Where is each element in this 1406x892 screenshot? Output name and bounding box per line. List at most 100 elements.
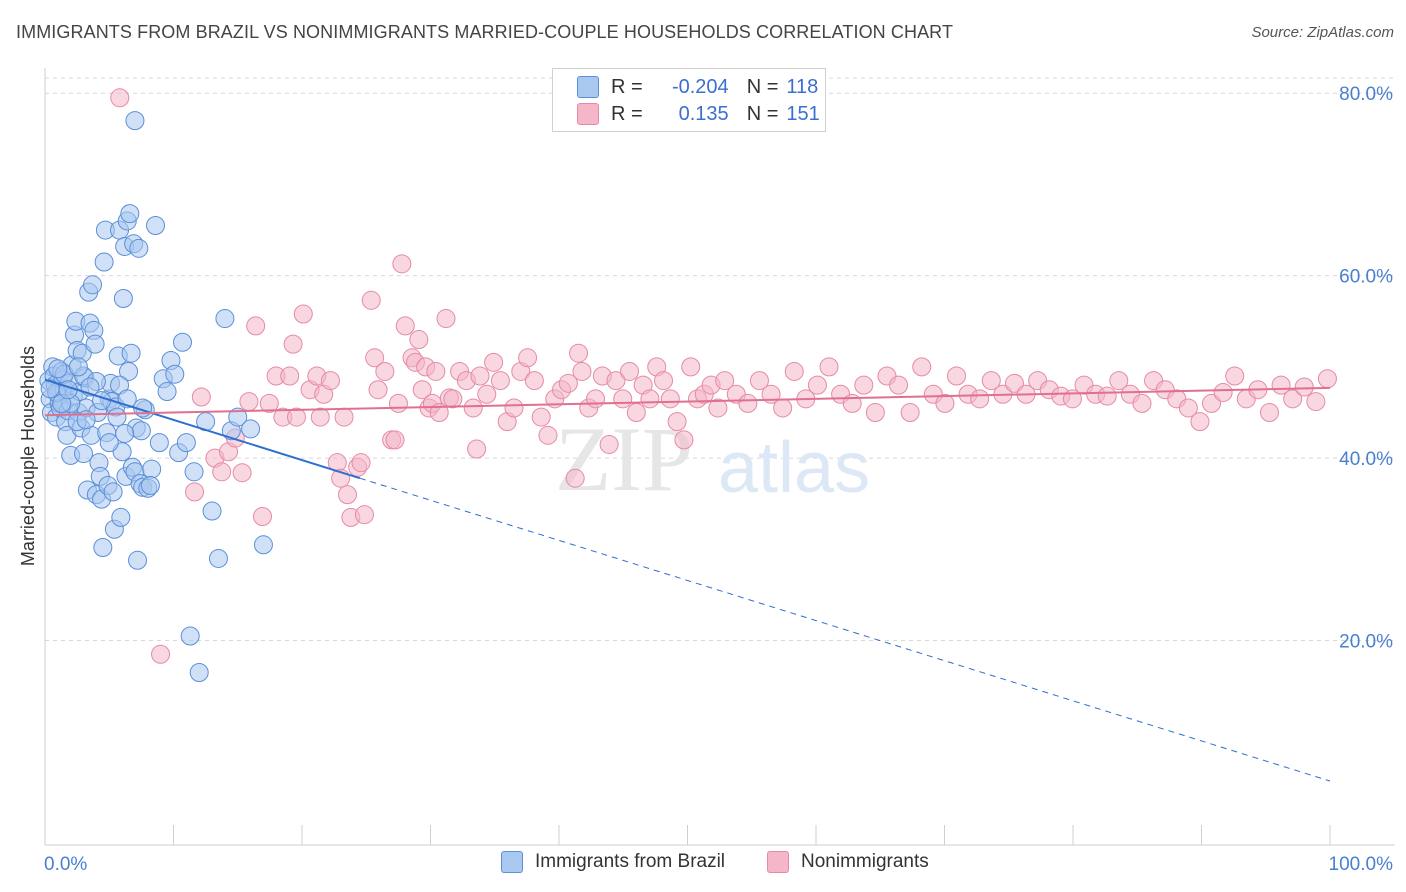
point-immigrants-from-brazil xyxy=(83,275,103,295)
point-nonimmigrants xyxy=(232,463,252,483)
point-nonimmigrants xyxy=(337,485,357,505)
point-nonimmigrants xyxy=(620,361,640,381)
point-nonimmigrants xyxy=(470,366,490,386)
legend-swatch-blue xyxy=(577,76,599,98)
point-nonimmigrants xyxy=(538,425,558,445)
point-immigrants-from-brazil xyxy=(111,507,131,527)
point-nonimmigrants xyxy=(388,393,408,413)
point-nonimmigrants xyxy=(320,371,340,391)
point-nonimmigrants xyxy=(351,453,371,473)
point-nonimmigrants xyxy=(1202,393,1222,413)
y-tick-label: 80.0% xyxy=(1339,84,1393,105)
point-nonimmigrants xyxy=(1294,377,1314,397)
legend-n-value-nonimmigrants: 151 xyxy=(786,102,820,125)
trend-line-nonimmigrants xyxy=(44,386,1331,417)
point-nonimmigrants xyxy=(681,357,701,377)
x-tick-label: 0.0% xyxy=(44,854,87,875)
point-nonimmigrants xyxy=(1213,382,1233,402)
point-nonimmigrants xyxy=(1283,389,1303,409)
legend-item-brazil[interactable]: Immigrants from Brazil xyxy=(501,851,725,873)
point-nonimmigrants xyxy=(865,403,885,423)
point-nonimmigrants xyxy=(110,88,130,108)
point-nonimmigrants xyxy=(1306,392,1326,412)
watermark-atlas: atlas xyxy=(718,428,870,508)
point-nonimmigrants xyxy=(912,357,932,377)
point-nonimmigrants xyxy=(409,330,429,350)
point-nonimmigrants xyxy=(375,361,395,381)
point-nonimmigrants xyxy=(436,309,456,329)
point-immigrants-from-brazil xyxy=(119,361,139,381)
point-immigrants-from-brazil xyxy=(120,204,140,224)
axes xyxy=(44,68,1395,846)
legend-n-value-brazil: 118 xyxy=(786,75,819,98)
point-nonimmigrants xyxy=(660,389,680,409)
point-nonimmigrants xyxy=(280,366,300,386)
point-nonimmigrants xyxy=(151,644,171,664)
y-tick-label: 40.0% xyxy=(1339,449,1393,470)
correlation-legend: R = -0.204 N = 118 R = 0.135 N = 151 xyxy=(552,68,826,132)
point-nonimmigrants xyxy=(970,389,990,409)
point-immigrants-from-brazil xyxy=(228,407,248,427)
point-nonimmigrants xyxy=(368,380,388,400)
point-nonimmigrants xyxy=(259,393,279,413)
point-nonimmigrants xyxy=(819,357,839,377)
chart-title: IMMIGRANTS FROM BRAZIL VS NONIMMIGRANTS … xyxy=(16,22,954,42)
point-nonimmigrants xyxy=(807,375,827,395)
point-nonimmigrants xyxy=(531,407,551,427)
point-immigrants-from-brazil xyxy=(128,550,148,570)
y-tick-label: 60.0% xyxy=(1339,267,1393,288)
point-nonimmigrants xyxy=(947,366,967,386)
trend-lines xyxy=(44,378,1331,782)
point-nonimmigrants xyxy=(354,505,374,525)
point-immigrants-from-brazil xyxy=(121,343,141,363)
point-nonimmigrants xyxy=(773,398,793,418)
point-nonimmigrants xyxy=(490,371,510,391)
legend-r-value-brazil: -0.204 xyxy=(671,75,729,98)
point-immigrants-from-brazil xyxy=(94,252,114,272)
point-nonimmigrants xyxy=(1178,398,1198,418)
source-label: Source: ZipAtlas.com xyxy=(1251,24,1394,41)
trend-line-brazil-extrapolated xyxy=(359,477,1331,782)
point-immigrants-from-brazil xyxy=(113,288,133,308)
point-immigrants-from-brazil xyxy=(68,357,88,377)
point-nonimmigrants xyxy=(504,398,524,418)
point-nonimmigrants xyxy=(212,462,232,482)
point-nonimmigrants xyxy=(558,373,578,393)
point-nonimmigrants xyxy=(900,403,920,423)
point-nonimmigrants xyxy=(654,371,674,391)
point-immigrants-from-brazil xyxy=(172,332,192,352)
point-nonimmigrants xyxy=(784,361,804,381)
legend-n-label: N = xyxy=(746,102,779,125)
point-nonimmigrants xyxy=(599,434,619,454)
point-immigrants-from-brazil xyxy=(184,462,204,482)
point-nonimmigrants xyxy=(935,393,955,413)
legend-row-nonimmigrants: R = 0.135 N = 151 xyxy=(577,102,820,126)
legend-r-label: R = xyxy=(611,75,643,98)
point-nonimmigrants xyxy=(392,254,412,274)
point-immigrants-from-brazil xyxy=(74,444,94,464)
point-immigrants-from-brazil xyxy=(85,334,105,354)
point-immigrants-from-brazil xyxy=(142,459,162,479)
point-nonimmigrants xyxy=(1225,366,1245,386)
watermark: ZIP atlas xyxy=(555,408,870,510)
point-nonimmigrants xyxy=(477,384,497,404)
legend-n-label: N = xyxy=(746,75,779,98)
point-immigrants-from-brazil xyxy=(146,216,166,236)
point-immigrants-from-brazil xyxy=(180,626,200,646)
point-immigrants-from-brazil xyxy=(99,433,119,453)
y-axis-label: Married-couple Households xyxy=(18,346,38,566)
point-nonimmigrants xyxy=(286,407,306,427)
point-nonimmigrants xyxy=(640,389,660,409)
point-nonimmigrants xyxy=(586,389,606,409)
point-nonimmigrants xyxy=(365,348,385,368)
point-immigrants-from-brazil xyxy=(93,538,113,558)
point-nonimmigrants xyxy=(738,393,758,413)
point-immigrants-from-brazil xyxy=(131,421,151,441)
point-nonimmigrants xyxy=(185,482,205,502)
point-immigrants-from-brazil xyxy=(125,111,145,131)
legend-item-nonimmigrants[interactable]: Nonimmigrants xyxy=(767,851,929,873)
point-nonimmigrants xyxy=(239,392,259,412)
point-immigrants-from-brazil xyxy=(176,433,196,453)
point-immigrants-from-brazil xyxy=(189,662,209,682)
